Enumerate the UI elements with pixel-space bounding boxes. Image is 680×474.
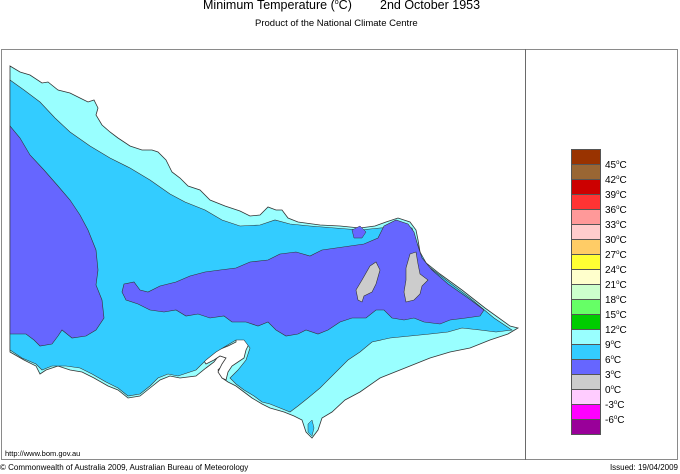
legend-swatch-9 (571, 330, 601, 345)
legend-label-6: 6oC (605, 355, 622, 366)
legend-swatch-12 (571, 315, 601, 330)
zone-3-6-north (351, 225, 367, 239)
legend-label-36: 36oC (605, 205, 627, 216)
legend-swatch-minus6 (571, 405, 601, 420)
issued-date: Issued: 19/04/2009 (609, 463, 678, 472)
copyright-text: © Commonwealth of Australia 2009, Austra… (0, 463, 249, 472)
frame-divider (525, 49, 526, 460)
legend-label-minus6: -6oC (605, 415, 625, 426)
legend-swatch-27 (571, 240, 601, 255)
legend-swatch-6 (571, 345, 601, 360)
map-title: Minimum Temperature (oC) 2nd October 195… (0, 0, 680, 14)
legend-label-33: 33oC (605, 220, 627, 231)
legend-label-3: 3oC (605, 370, 622, 381)
legend-label-15: 15oC (605, 310, 627, 321)
legend-swatch-45 (571, 149, 601, 165)
map-frame (1, 49, 678, 460)
legend-label-21: 21oC (605, 280, 627, 291)
legend-swatch-0 (571, 375, 601, 390)
legend-label-42: 42oC (605, 175, 627, 186)
legend-label-minus3: -3oC (605, 400, 625, 411)
legend-label-9: 9oC (605, 340, 622, 351)
legend-label-12: 12oC (605, 325, 627, 336)
legend-swatch-3 (571, 360, 601, 375)
bom-url-link[interactable]: http://www.bom.gov.au (5, 449, 81, 458)
legend-swatch-39 (571, 180, 601, 195)
legend-swatch-21 (571, 270, 601, 285)
legend-swatch-15 (571, 300, 601, 315)
legend-swatch-30 (571, 225, 601, 240)
legend-label-0: 0oC (605, 385, 622, 396)
legend-label-18: 18oC (605, 295, 627, 306)
legend-swatch-33 (571, 210, 601, 225)
legend-swatch-minus3 (571, 390, 601, 405)
legend-swatch-18 (571, 285, 601, 300)
legend-labels: 45oC 42oC 39oC 36oC 33oC 30oC 27oC 24oC … (605, 156, 627, 426)
temperature-map (9, 65, 520, 439)
legend-label-30: 30oC (605, 235, 627, 246)
legend-swatch-lowest (571, 420, 601, 435)
subtitle: Product of the National Climate Centre (255, 18, 418, 29)
title-date: 2nd October 1953 (380, 0, 481, 12)
legend-swatch-42 (571, 165, 601, 180)
zone-3-6-central (121, 219, 485, 337)
legend (571, 149, 601, 435)
title-text: Minimum Temperature (oC) (203, 0, 352, 12)
zone-0-3-a (355, 261, 381, 303)
legend-label-39: 39oC (605, 190, 627, 201)
zone-6-9 (9, 79, 513, 413)
legend-label-24: 24oC (605, 265, 627, 276)
zone-6-9-prom (307, 419, 315, 437)
legend-swatch-24 (571, 255, 601, 270)
zone-3-6-west (9, 125, 105, 347)
legend-label-45: 45oC (605, 160, 627, 171)
legend-swatch-36 (571, 195, 601, 210)
legend-label-27: 27oC (605, 250, 627, 261)
zone-0-3-b (403, 251, 429, 303)
